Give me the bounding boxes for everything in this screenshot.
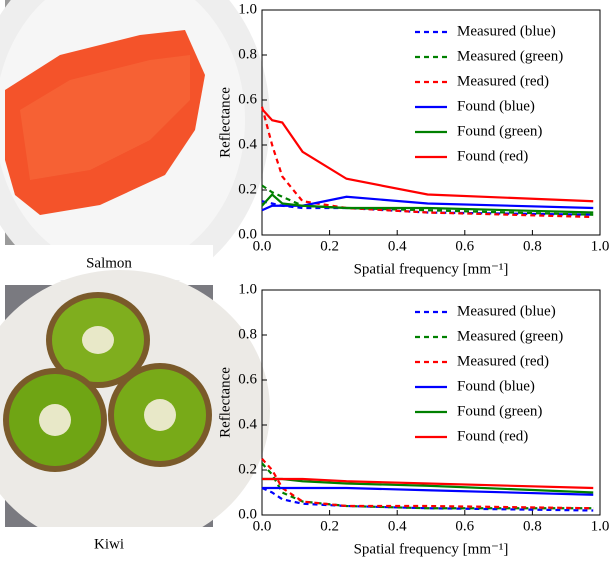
legend-label: Measured (red): [457, 353, 549, 369]
x-tick-label: 1.0: [591, 238, 610, 254]
figure: Salmon Kiwi 0.0 0.2 0.4 0.6 0.8 1.0 0.0 0.2 0.4 0…: [0, 0, 611, 562]
data-line: [262, 109, 593, 201]
y-tick-label: 0.4: [238, 416, 257, 432]
x-axis-label: Spatial frequency [mm⁻¹]: [354, 261, 509, 277]
page: Salmon Kiwi 0.0 0.2 0.4 0.6 0.8 1.0 0.0 0.2 0.4 0…: [0, 0, 611, 562]
y-tick-label: 0.0: [238, 226, 257, 242]
x-tick-label: 0.4: [388, 518, 407, 534]
legend-label: Found (blue): [457, 98, 535, 114]
y-tick-label: 0.0: [238, 506, 257, 522]
y-tick-label: 0.6: [238, 371, 257, 387]
x-tick-label: 1.0: [591, 518, 610, 534]
y-tick-label: 0.2: [238, 461, 257, 477]
y-tick-label: 0.6: [238, 91, 257, 107]
legend-label: Measured (blue): [457, 23, 556, 39]
legend-label: Found (green): [457, 123, 542, 139]
data-line: [262, 107, 593, 217]
legend-label: Found (red): [457, 428, 528, 444]
legend-label: Found (green): [457, 403, 542, 419]
x-tick-label: 0.6: [455, 518, 474, 534]
plot-frame: [262, 10, 600, 235]
image-caption: Salmon: [86, 255, 132, 271]
legend-label: Measured (red): [457, 73, 549, 89]
y-tick-label: 0.8: [238, 46, 257, 62]
legend-label: Measured (green): [457, 328, 563, 344]
x-tick-label: 0.4: [388, 238, 407, 254]
y-axis-label: Reflectance: [217, 367, 233, 438]
image-caption: Kiwi: [94, 536, 124, 552]
y-tick-label: 0.8: [238, 326, 257, 342]
y-tick-label: 0.4: [238, 136, 257, 152]
x-tick-label: 0.6: [455, 238, 474, 254]
legend-label: Found (red): [457, 148, 528, 164]
y-tick-label: 1.0: [238, 1, 257, 17]
legend-label: Found (blue): [457, 378, 535, 394]
legend-label: Measured (green): [457, 48, 563, 64]
y-axis-label: Reflectance: [217, 87, 233, 158]
x-tick-label: 0.2: [320, 518, 339, 534]
legend-label: Measured (blue): [457, 303, 556, 319]
x-tick-label: 0.8: [523, 518, 542, 534]
y-tick-label: 1.0: [238, 281, 257, 297]
y-tick-label: 0.2: [238, 181, 257, 197]
x-tick-label: 0.2: [320, 238, 339, 254]
x-tick-label: 0.8: [523, 238, 542, 254]
x-axis-label: Spatial frequency [mm⁻¹]: [354, 541, 509, 557]
